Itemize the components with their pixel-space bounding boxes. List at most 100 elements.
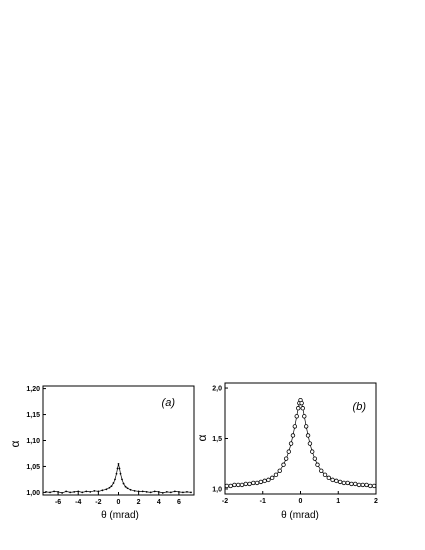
x-tick-label-b: 1 xyxy=(336,498,340,505)
data-point-a xyxy=(61,492,64,494)
data-point-a xyxy=(161,492,164,494)
data-point-b xyxy=(296,406,301,411)
data-point-a xyxy=(49,491,51,494)
data-point-a xyxy=(69,491,72,494)
data-point-b xyxy=(254,480,260,486)
data-point-a xyxy=(153,490,156,493)
x-axis-label-a: θ (mrad) xyxy=(101,510,139,521)
data-point-b xyxy=(273,472,279,478)
chart-panel-a: -6 -4 -2 0 2 4 6 1,00 1,05 1,10 1,15 1,20 (a) θ (mr… xyxy=(8,385,195,521)
data-point-b xyxy=(288,441,294,446)
data-point-b xyxy=(319,468,324,473)
data-point-b xyxy=(239,482,245,488)
data-point-a xyxy=(77,490,80,493)
data-point-b xyxy=(368,483,373,489)
y-tick-label-a: 1,00 xyxy=(26,490,40,497)
chart-panel-b: -2 -1 0 1 2 1,0 1,5 2,0 (b) θ (mrad) α xyxy=(195,382,378,521)
data-point-a xyxy=(57,490,59,493)
data-point-a xyxy=(45,490,47,493)
data-point-a xyxy=(190,491,192,494)
data-point-a xyxy=(122,482,125,485)
data-point-a xyxy=(93,489,96,492)
y-tick-label-b: 2,0 xyxy=(212,386,222,393)
data-point-a xyxy=(108,486,111,489)
y-tick-label-a: 1,10 xyxy=(26,438,40,445)
data-point-a xyxy=(145,490,148,493)
data-point-b xyxy=(258,479,264,485)
x-tick-label-a: -4 xyxy=(75,499,81,506)
data-point-a xyxy=(110,485,113,488)
x-tick-label-a: -6 xyxy=(55,499,61,506)
data-point-b xyxy=(251,480,256,486)
data-point-a xyxy=(182,491,184,494)
data-point-b xyxy=(349,481,354,487)
data-point-b xyxy=(243,481,248,487)
data-point-b xyxy=(305,433,311,438)
data-point-a xyxy=(114,478,116,481)
data-point-a xyxy=(186,490,188,493)
data-point-b xyxy=(299,400,304,406)
data-point-b xyxy=(326,475,332,481)
data-point-a xyxy=(65,490,68,493)
data-point-b xyxy=(286,449,291,454)
data-point-a xyxy=(157,490,160,493)
data-point-a xyxy=(105,488,108,491)
x-axis-label-b: θ (mrad) xyxy=(281,510,319,521)
data-point-a xyxy=(149,491,152,494)
data-point-a xyxy=(178,490,180,493)
series-line-b xyxy=(226,399,375,487)
data-point-b xyxy=(315,462,320,467)
data-point-b xyxy=(262,478,267,484)
data-point-b xyxy=(247,481,252,487)
y-tick-label-b: 1,5 xyxy=(212,436,222,443)
data-point-a xyxy=(115,472,118,475)
y-tick-label-a: 1,15 xyxy=(26,412,40,419)
x-tick-label-b: 0 xyxy=(299,498,303,505)
data-point-b xyxy=(310,449,315,454)
data-point-a xyxy=(89,490,92,493)
data-point-b xyxy=(303,424,309,429)
data-point-b xyxy=(353,481,358,487)
data-point-b xyxy=(292,424,298,429)
data-point-a xyxy=(137,490,140,493)
data-point-b xyxy=(277,468,282,473)
data-point-a xyxy=(121,478,123,481)
data-point-b xyxy=(322,472,328,478)
data-point-a xyxy=(119,472,122,475)
data-point-b xyxy=(307,441,313,446)
x-tick-label-b: -1 xyxy=(260,498,266,505)
data-point-b xyxy=(300,406,305,411)
data-point-b xyxy=(290,433,296,438)
data-point-b xyxy=(228,483,233,489)
data-point-a xyxy=(112,482,115,484)
data-point-a xyxy=(169,491,172,494)
data-point-a xyxy=(173,490,176,493)
data-point-a xyxy=(118,467,121,470)
data-point-a xyxy=(116,467,119,470)
x-tick-label-a: 0 xyxy=(117,499,121,506)
panel-label-b: (b) xyxy=(353,401,367,413)
data-point-a xyxy=(85,490,88,493)
data-point-a xyxy=(81,491,84,494)
data-point-a xyxy=(124,485,127,488)
data-point-b xyxy=(330,477,335,483)
y-tick-label-a: 1,20 xyxy=(26,386,40,393)
x-tick-label-b: -2 xyxy=(222,498,228,505)
data-point-b xyxy=(294,414,299,419)
data-point-a xyxy=(133,489,136,492)
data-point-b xyxy=(356,482,362,488)
data-point-a xyxy=(141,490,144,493)
series-line-a xyxy=(45,463,192,494)
data-point-a xyxy=(97,490,100,493)
data-point-b xyxy=(345,480,350,486)
data-point-a xyxy=(117,462,120,465)
data-point-a xyxy=(101,489,104,492)
data-point-b xyxy=(371,483,377,489)
data-point-b xyxy=(266,477,271,483)
x-tick-label-a: -2 xyxy=(95,499,101,506)
data-point-b xyxy=(236,482,241,488)
data-point-a xyxy=(53,490,55,493)
data-point-b xyxy=(224,483,230,489)
y-tick-label-a: 1,05 xyxy=(26,464,40,471)
